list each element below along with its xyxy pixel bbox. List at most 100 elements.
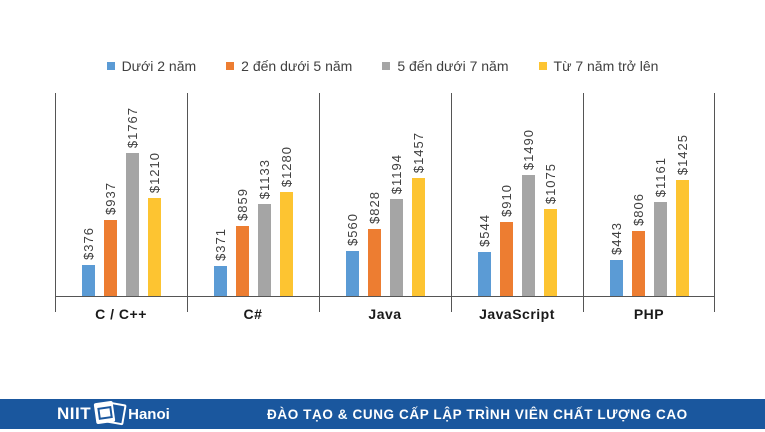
legend-item: Dưới 2 năm (106, 58, 197, 74)
bar-value-label: $1075 (542, 162, 558, 204)
bar-value-label: $1490 (520, 128, 536, 170)
bar (147, 198, 161, 296)
bar (125, 153, 139, 296)
bar (543, 209, 557, 296)
logo-icon-screen (97, 406, 113, 420)
niit-hanoi-logo: NIIT Hanoi (57, 399, 170, 429)
bar-cell: $560 (344, 213, 360, 296)
bar (345, 251, 359, 296)
legend-label: Từ 7 năm trở lên (553, 58, 659, 74)
bar (235, 226, 249, 296)
bar-cell: $1194 (388, 153, 404, 296)
bar (389, 199, 403, 296)
bar-value-label: $443 (608, 222, 624, 255)
bar-cell: $937 (102, 182, 118, 296)
logo-icon-front-square (93, 400, 116, 425)
category-axis-tick (187, 93, 188, 312)
bar (367, 229, 381, 296)
legend-label: 2 đến dưới 5 năm (241, 58, 353, 74)
bar-cell: $376 (80, 227, 96, 296)
bar (257, 204, 271, 296)
legend-item: 5 đến dưới 7 năm (382, 58, 509, 74)
bar-cell: $828 (366, 191, 382, 296)
category-label: JavaScript (479, 306, 555, 322)
category-label: PHP (633, 306, 665, 322)
bar-cell: $1457 (410, 131, 426, 296)
bar-cell: $859 (234, 188, 250, 296)
bar-cell: $1075 (542, 162, 558, 296)
category-label: Java (368, 306, 402, 322)
legend-label: 5 đến dưới 7 năm (397, 58, 509, 74)
bar-cell: $371 (212, 228, 228, 296)
bar-value-label: $1194 (388, 153, 404, 194)
bar-cell: $806 (630, 193, 646, 296)
bar-group: $376 $937 $1767 $1210 (55, 93, 187, 296)
category-label: C# (243, 306, 263, 322)
bar (477, 252, 491, 296)
bar-cell: $1490 (520, 128, 536, 296)
bar (411, 178, 425, 296)
bar-value-label: $910 (498, 184, 514, 217)
bar-group: $443 $806 $1161 $1425 (583, 93, 715, 296)
bar-value-label: $560 (344, 213, 360, 246)
bar (103, 220, 117, 296)
bar-cell: $1280 (278, 145, 294, 296)
bar (213, 266, 227, 296)
category-axis-tick (451, 93, 452, 312)
category-axis-tick (319, 93, 320, 312)
bar-cell: $544 (476, 214, 492, 296)
bar-group: $371 $859 $1133 $1280 (187, 93, 319, 296)
bar-cell: $443 (608, 222, 624, 296)
footer-tagline: ĐÀO TẠO & CUNG CẤP LẬP TRÌNH VIÊN CHẤT L… (267, 406, 688, 422)
bar-cell: $1767 (124, 106, 140, 296)
bar-value-label: $1161 (652, 156, 668, 197)
bar-cell: $1210 (146, 151, 162, 296)
bar-value-label: $376 (80, 227, 96, 260)
category-axis-tick (55, 93, 56, 312)
category-label: C / C++ (95, 306, 147, 322)
category-axis-tick (714, 93, 715, 312)
niit-logo-icon (93, 400, 127, 427)
bar-cell: $1133 (256, 158, 272, 296)
legend-color-marker (382, 62, 391, 70)
bar-cell: $1161 (652, 156, 668, 296)
x-axis-line (55, 296, 715, 297)
bar-value-label: $371 (212, 228, 228, 261)
bar-group: $544 $910 $1490 $1075 (451, 93, 583, 296)
bar-value-label: $544 (476, 214, 492, 247)
bar (279, 192, 293, 296)
bar (653, 202, 667, 296)
bar-value-label: $1767 (124, 106, 140, 148)
legend-color-marker (106, 62, 115, 70)
bar (675, 180, 689, 296)
plot-area: $376 $937 $1767 $1210 C / C++ $371 $859 $1133 $1… (55, 93, 715, 322)
bar-value-label: $828 (366, 191, 382, 224)
bar-cell: $1425 (674, 133, 690, 296)
category-axis-tick (583, 93, 584, 312)
bar (499, 222, 513, 296)
chart-legend: Dưới 2 năm 2 đến dưới 5 năm 5 đến dưới 7 n… (0, 58, 765, 74)
bar-value-label: $1133 (256, 158, 272, 199)
bar (81, 265, 95, 296)
bar-cell: $910 (498, 184, 514, 296)
legend-item: 2 đến dưới 5 năm (226, 58, 352, 74)
bar-value-label: $937 (102, 182, 118, 215)
bar (609, 260, 623, 296)
bar (631, 231, 645, 296)
bar-value-label: $1425 (674, 133, 690, 175)
bar-value-label: $859 (234, 188, 250, 221)
logo-hanoi-text: Hanoi (128, 405, 170, 423)
legend-item: Từ 7 năm trở lên (538, 58, 659, 74)
legend-color-marker (226, 62, 235, 70)
bar (521, 175, 535, 296)
bar-value-label: $1457 (410, 131, 426, 173)
bar-value-label: $806 (630, 193, 646, 226)
legend-color-marker (538, 62, 547, 70)
bar-group: $560 $828 $1194 $1457 (319, 93, 451, 296)
legend-label: Dưới 2 năm (121, 58, 197, 74)
bar-value-label: $1210 (146, 151, 162, 193)
footer-bar: NIIT Hanoi ĐÀO TẠO & CUNG CẤP LẬP TRÌNH … (0, 399, 765, 429)
logo-niit-text: NIIT (57, 404, 92, 423)
bar-value-label: $1280 (278, 145, 294, 187)
